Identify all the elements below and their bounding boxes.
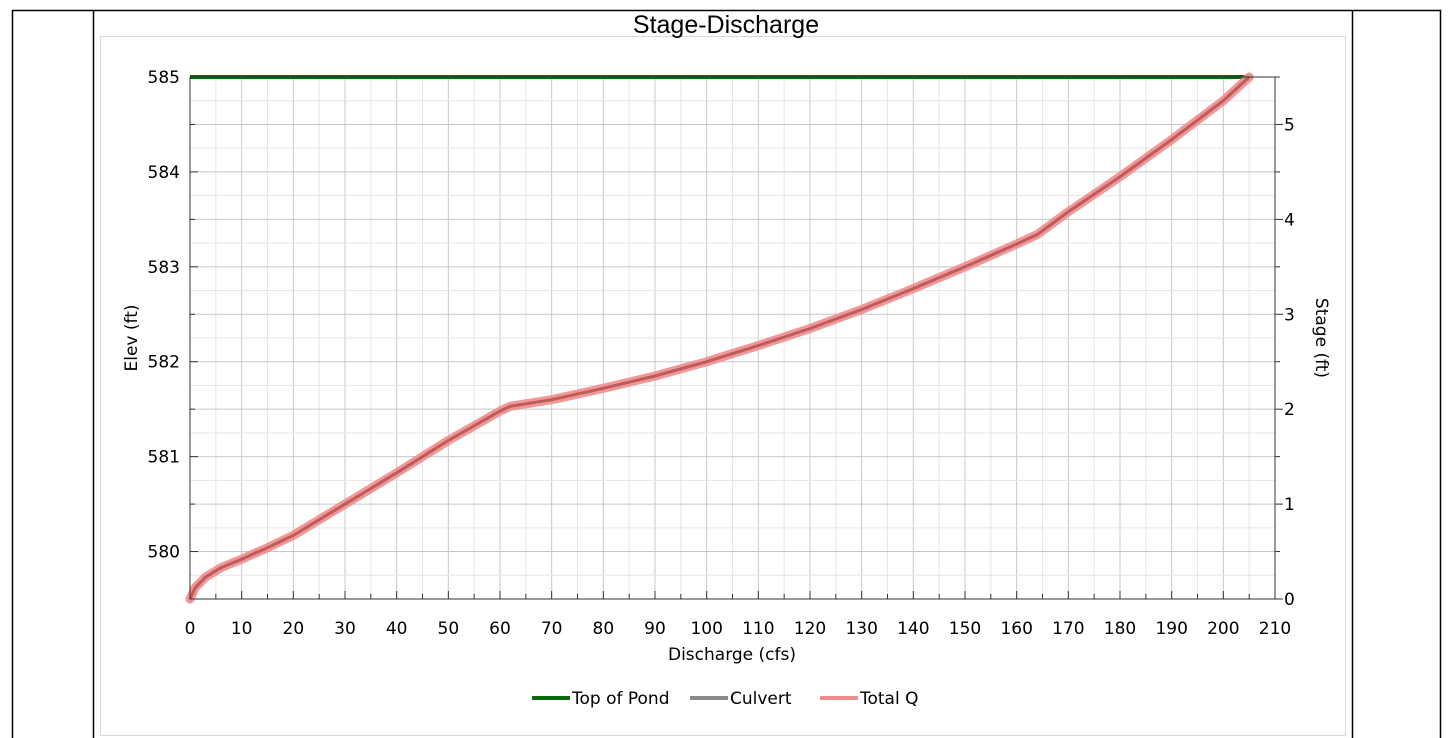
y-tick-label: 583 <box>148 258 180 278</box>
y-tick-label: 581 <box>148 448 180 468</box>
y-axis-label: Elev (ft) <box>122 304 142 371</box>
x-tick-label: 130 <box>845 619 877 639</box>
x-tick-label: 150 <box>949 619 981 639</box>
y2-tick-label: 0 <box>1284 590 1295 610</box>
x-tick-label: 110 <box>742 619 774 639</box>
x-tick-label: 200 <box>1207 619 1239 639</box>
x-tick-label: 30 <box>334 619 356 639</box>
x-tick-label: 20 <box>283 619 305 639</box>
x-tick-label: 60 <box>489 619 511 639</box>
y2-axis-label: Stage (ft) <box>1311 298 1331 378</box>
series-culvert-line <box>188 75 1251 600</box>
axes: 0 10 20 30 40 50 60 70 80 90 100 110 120 130 140 150 160… <box>148 68 1295 639</box>
legend-label: Top of Pond <box>571 689 670 709</box>
x-tick-label: 40 <box>386 619 408 639</box>
x-tick-label: 160 <box>1000 619 1032 639</box>
y2-tick-label: 3 <box>1284 305 1295 325</box>
x-axis-label: Discharge (cfs) <box>668 645 796 665</box>
x-tick-label: 140 <box>897 619 929 639</box>
y2-tick-label: 1 <box>1284 495 1295 515</box>
x-tick-label: 180 <box>1104 619 1136 639</box>
x-tick-label: 10 <box>231 619 253 639</box>
x-tick-label: 80 <box>593 619 615 639</box>
x-tick-label: 70 <box>541 619 563 639</box>
x-tick-label: 50 <box>438 619 460 639</box>
chart-title: Stage-Discharge <box>633 11 819 39</box>
chart-area-border <box>100 36 1346 736</box>
y-tick-label: 584 <box>148 163 180 183</box>
y2-tick-label: 2 <box>1284 400 1295 420</box>
x-tick-label: 170 <box>1052 619 1084 639</box>
legend-label: Culvert <box>730 689 792 709</box>
gridlines <box>190 77 1275 599</box>
x-tick-label: 90 <box>644 619 666 639</box>
y2-tick-label: 4 <box>1284 210 1295 230</box>
x-tick-label: 0 <box>185 619 196 639</box>
x-tick-label: 120 <box>794 619 826 639</box>
y-tick-label: 585 <box>148 68 180 88</box>
y2-tick-label: 5 <box>1284 115 1295 135</box>
outer-border <box>11 9 1442 738</box>
legend-label: Total Q <box>859 689 919 709</box>
x-tick-label: 100 <box>690 619 722 639</box>
y-tick-label: 582 <box>148 353 180 373</box>
legend: Top of Pond Culvert Total Q <box>532 689 919 709</box>
x-tick-label: 190 <box>1155 619 1187 639</box>
y-tick-label: 580 <box>148 543 180 563</box>
x-tick-label: 210 <box>1259 619 1291 639</box>
